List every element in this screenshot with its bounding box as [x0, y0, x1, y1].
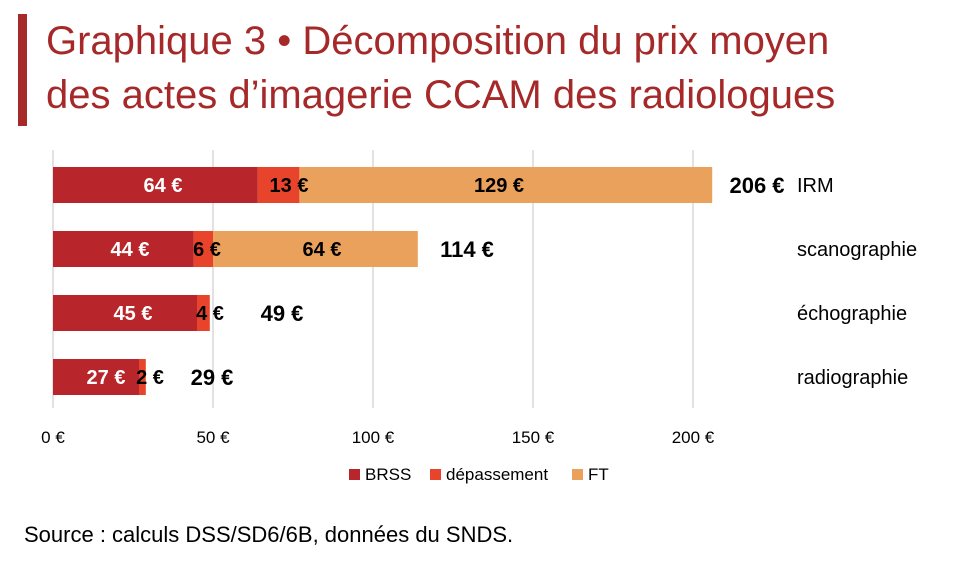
x-tick-label-0: 0 €: [41, 428, 65, 447]
data-label-FT-IRM: 129 €: [474, 175, 524, 197]
legend-label-BRSS: BRSS: [365, 465, 411, 484]
bar-BRSS-radiographie: [53, 359, 140, 395]
legend-label-FT: FT: [588, 465, 609, 484]
page-title: Graphique 3 • Décomposition du prix moye…: [46, 14, 946, 122]
title-line-1: Graphique 3 • Décomposition du prix moye…: [46, 19, 830, 63]
data-label-BRSS-IRM: 64 €: [144, 175, 183, 197]
category-label-IRM: IRM: [797, 175, 834, 197]
data-label-BRSS-radiographie: 27 €: [87, 367, 126, 389]
legend-swatch-FT: [572, 469, 583, 480]
data-label-dépassement-radiographie: 2 €: [136, 367, 164, 389]
title-line-2: des actes d’imagerie CCAM des radiologue…: [46, 73, 836, 117]
bar-FT-scanographie: [213, 231, 418, 267]
data-label-FT-scanographie: 64 €: [303, 239, 342, 261]
x-tick-label-150: 150 €: [512, 428, 555, 447]
x-tick-label-100: 100 €: [352, 428, 395, 447]
bar-dépassement-scanographie: [193, 231, 213, 267]
data-label-dépassement-échographie: 4 €: [196, 303, 224, 325]
bar-dépassement-IRM: [257, 167, 300, 203]
source-note: Source : calculs DSS/SD6/6B, données du …: [24, 522, 514, 547]
data-label-dépassement-scanographie: 6 €: [193, 239, 221, 261]
legend-swatch-dépassement: [430, 469, 441, 480]
x-tick-label-50: 50 €: [196, 428, 230, 447]
x-tick-label-200: 200 €: [672, 428, 715, 447]
legend-swatch-BRSS: [349, 469, 360, 480]
category-label-radiographie: radiographie: [797, 367, 908, 389]
bar-dépassement-échographie: [197, 295, 210, 331]
stacked-bar-chart: 64 € 13 € 129 € 44 € 6 € 64 € 45 € 4 € 27 € 2 € 20…: [41, 150, 917, 484]
bar-dépassement-radiographie: [139, 359, 146, 395]
total-label-échographie: 49 €: [261, 301, 304, 326]
data-label-dépassement-IRM: 13 €: [270, 175, 309, 197]
data-label-BRSS-échographie: 45 €: [114, 303, 153, 325]
total-label-IRM: 206 €: [729, 173, 784, 198]
legend-label-dépassement: dépassement: [446, 465, 548, 484]
total-label-scanographie: 114 €: [440, 237, 494, 262]
category-label-scanographie: scanographie: [797, 239, 917, 261]
bar-BRSS-échographie: [53, 295, 197, 331]
total-label-radiographie: 29 €: [191, 365, 234, 390]
data-label-BRSS-scanographie: 44 €: [111, 239, 150, 261]
category-label-échographie: échographie: [797, 303, 907, 325]
bar-BRSS-IRM: [53, 167, 258, 203]
bar-BRSS-scanographie: [53, 231, 194, 267]
bar-FT-IRM: [299, 167, 713, 203]
title-accent-bar: [18, 14, 27, 126]
